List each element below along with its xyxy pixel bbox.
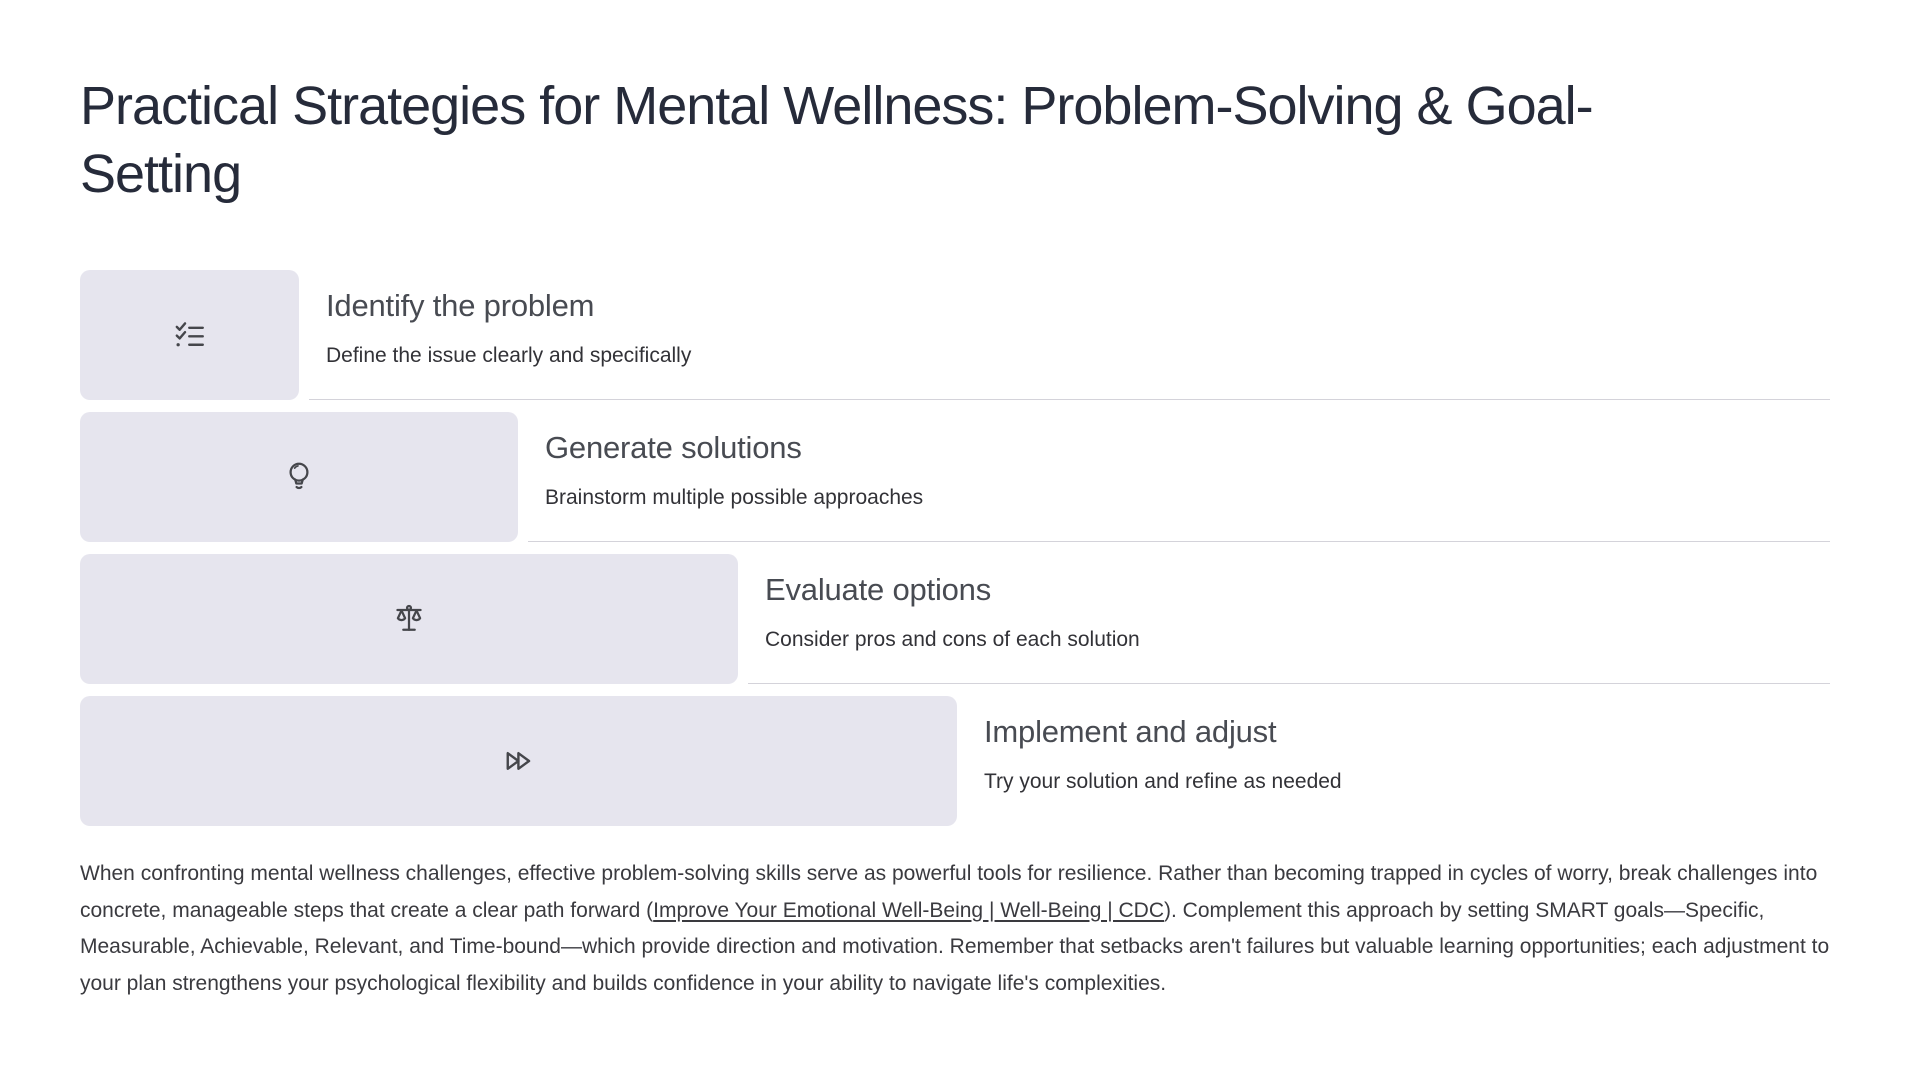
step-description: Brainstorm multiple possible approaches xyxy=(545,486,924,509)
step-text-4: Implement and adjust Try your solution a… xyxy=(967,696,1830,826)
cdc-well-being-link[interactable]: Improve Your Emotional Well-Being | Well… xyxy=(653,898,1165,922)
step-icon-box-4 xyxy=(80,696,957,826)
step-description: Try your solution and refine as needed xyxy=(984,770,1342,793)
step-title: Evaluate options xyxy=(765,572,992,607)
step-title: Identify the problem xyxy=(326,288,595,323)
step-row-evaluate-options: Evaluate options Consider pros and cons … xyxy=(80,554,1830,684)
step-title: Implement and adjust xyxy=(984,714,1277,749)
step-description: Consider pros and cons of each solution xyxy=(765,628,1140,651)
step-text-3: Evaluate options Consider pros and cons … xyxy=(748,554,1830,684)
paragraph-text-after-link: ). Complement this approach by setting S… xyxy=(80,898,1830,995)
step-icon-box-2 xyxy=(80,412,518,542)
step-row-implement-adjust: Implement and adjust Try your solution a… xyxy=(80,696,1830,826)
step-description: Define the issue clearly and specificall… xyxy=(326,344,692,367)
scale-icon xyxy=(391,601,427,637)
problem-solving-steps: Identify the problem Define the issue cl… xyxy=(80,270,1830,826)
step-row-identify-problem: Identify the problem Define the issue cl… xyxy=(80,270,1830,400)
paragraph-text-before-link: When confronting mental wellness challen… xyxy=(80,862,1818,922)
page-title: Practical Strategies for Mental Wellness… xyxy=(80,72,1830,208)
step-title: Generate solutions xyxy=(545,430,802,465)
step-text-2: Generate solutions Brainstorm multiple p… xyxy=(528,412,1830,542)
lightbulb-icon xyxy=(281,459,317,495)
step-icon-box-1 xyxy=(80,270,299,400)
checklist-icon xyxy=(172,317,208,353)
step-text-1: Identify the problem Define the issue cl… xyxy=(309,270,1830,400)
page-title-line-2: Setting xyxy=(80,144,242,204)
summary-paragraph: When confronting mental wellness challen… xyxy=(80,856,1830,1002)
page-title-line-1: Practical Strategies for Mental Wellness… xyxy=(80,76,1594,136)
step-icon-box-3 xyxy=(80,554,738,684)
fast-forward-icon xyxy=(501,743,537,779)
page: Practical Strategies for Mental Wellness… xyxy=(0,72,1830,1002)
step-row-generate-solutions: Generate solutions Brainstorm multiple p… xyxy=(80,412,1830,542)
